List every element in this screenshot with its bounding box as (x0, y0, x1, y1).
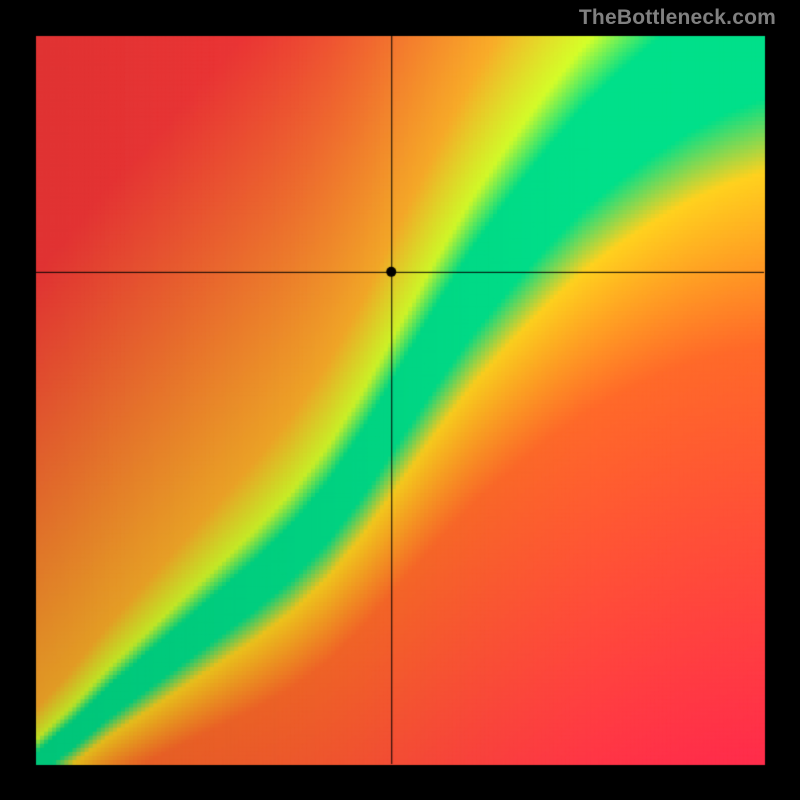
chart-container: TheBottleneck.com (0, 0, 800, 800)
watermark-text: TheBottleneck.com (579, 6, 776, 30)
heatmap-canvas (0, 0, 800, 800)
